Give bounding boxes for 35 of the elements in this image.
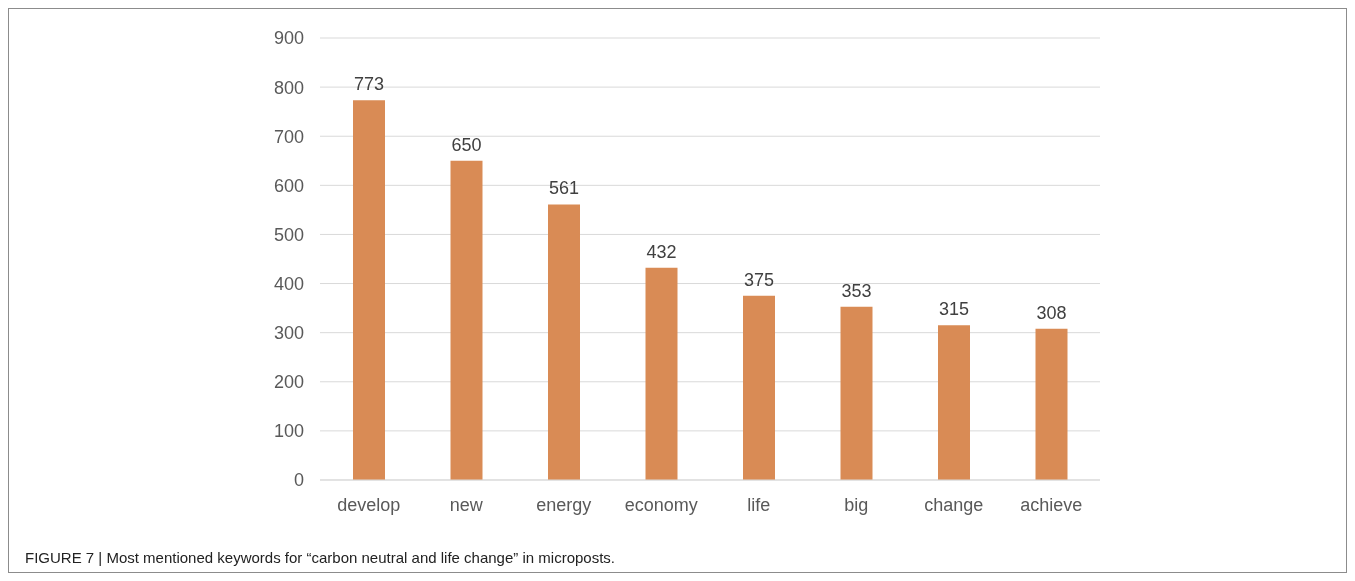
x-tick-label: new <box>449 494 484 515</box>
x-tick-label: change <box>924 494 984 515</box>
y-tick-label: 900 <box>273 28 304 49</box>
y-tick-label: 800 <box>273 77 304 98</box>
data-label: 432 <box>646 241 677 262</box>
y-tick-label: 100 <box>273 421 304 442</box>
data-label: 353 <box>841 280 872 301</box>
bar <box>645 267 678 480</box>
x-tick-label: develop <box>337 494 401 515</box>
y-tick-label: 300 <box>273 323 304 344</box>
data-label: 308 <box>1036 302 1067 323</box>
x-tick-label: life <box>747 494 771 515</box>
data-label: 561 <box>548 178 580 199</box>
bar <box>548 204 580 480</box>
x-tick-label: energy <box>536 494 592 515</box>
data-label: 315 <box>938 299 970 320</box>
bar <box>353 100 385 480</box>
bar <box>743 295 775 480</box>
bar <box>840 306 873 480</box>
y-tick-label: 400 <box>273 273 304 294</box>
y-tick-label: 500 <box>273 224 304 245</box>
bar <box>1035 328 1068 480</box>
data-label: 375 <box>743 269 775 290</box>
x-tick-label: achieve <box>1020 494 1083 515</box>
caption: FIGURE 7 | Most mentioned keywords for “carbon neutral and life change” in microposts. <box>25 549 615 566</box>
y-tick-label: 700 <box>273 126 304 147</box>
x-tick-label: economy <box>624 494 698 515</box>
x-tick-label: big <box>844 494 869 515</box>
y-tick-label: 0 <box>293 470 304 491</box>
data-label: 650 <box>451 134 482 155</box>
bar <box>938 325 970 480</box>
y-tick-label: 200 <box>273 372 304 393</box>
bar <box>450 160 483 480</box>
y-tick-label: 600 <box>273 175 304 196</box>
data-label: 773 <box>353 74 385 95</box>
